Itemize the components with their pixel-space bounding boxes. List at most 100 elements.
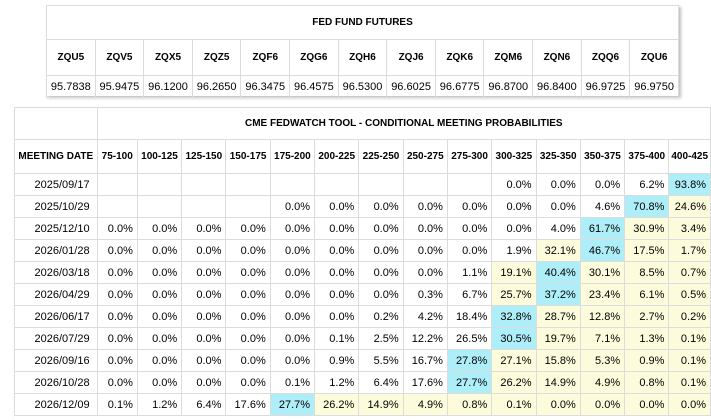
probability-cell: 26.2% bbox=[314, 393, 360, 416]
probability-cell: 1.3% bbox=[624, 327, 670, 350]
probability-cell: 0.0% bbox=[269, 195, 316, 218]
probability-cell: 0.0% bbox=[181, 283, 227, 306]
fedwatch-probabilities-table: CME FEDWATCH TOOL - CONDITIONAL MEETING … bbox=[14, 107, 711, 416]
probability-cell: 25.7% bbox=[491, 283, 537, 306]
probability-cell: 27.7% bbox=[446, 371, 493, 394]
probability-cell: 0.0% bbox=[269, 349, 316, 372]
probability-cell: 40.4% bbox=[535, 261, 581, 284]
probability-cell: 0.0% bbox=[579, 173, 626, 196]
futures-price-row: 95.7838 95.9475 96.1200 96.2650 96.3475 96.45… bbox=[46, 75, 679, 98]
probability-cell: 8.5% bbox=[624, 261, 670, 284]
probability-cell: 4.2% bbox=[402, 305, 448, 328]
range-header-325-350: 325-350 bbox=[535, 139, 581, 174]
probability-cell: 0.0% bbox=[96, 349, 138, 372]
probability-cell bbox=[225, 173, 271, 196]
probability-cell: 70.8% bbox=[624, 195, 670, 218]
probability-cell: 0.0% bbox=[446, 217, 493, 240]
probability-cell: 0.0% bbox=[136, 371, 183, 394]
probability-cell: 0.7% bbox=[668, 261, 711, 284]
probability-cell: 0.0% bbox=[181, 261, 227, 284]
probability-cell: 0.0% bbox=[358, 261, 404, 284]
probability-cell: 0.0% bbox=[96, 217, 138, 240]
fed-fund-futures-panel: FED FUND FUTURES ZQU5 ZQV5 ZQX5 ZQZ5 ZQF6 ZQG… bbox=[46, 5, 679, 98]
meeting-date-cell: 2026/09/16 bbox=[14, 349, 98, 372]
probability-cell: 1.2% bbox=[136, 393, 183, 416]
rate-range-header-row: MEETING DATE 75-100 100-125 125-150 150-175… bbox=[14, 139, 711, 174]
table-row: 2025/09/17 0.0% 0.0% 0.0% 6.2% 93.8% bbox=[14, 173, 711, 196]
futures-price-zqj6: 96.6025 bbox=[386, 75, 436, 98]
futures-code-zqq6: ZQQ6 bbox=[580, 39, 631, 76]
probability-cell: 0.0% bbox=[446, 195, 493, 218]
probability-cell bbox=[96, 173, 138, 196]
range-header-300-325: 300-325 bbox=[491, 139, 537, 174]
range-header-125-150: 125-150 bbox=[181, 139, 227, 174]
probability-cell: 12.2% bbox=[402, 327, 448, 350]
probability-cell: 24.6% bbox=[668, 195, 711, 218]
probability-cell: 1.2% bbox=[314, 371, 360, 394]
corner-cell bbox=[14, 107, 98, 140]
meeting-date-cell: 2025/10/29 bbox=[14, 195, 98, 218]
table-row: 2026/04/29 0.0% 0.0% 0.0% 0.0% 0.0% 0.0% 0.0% 0.… bbox=[14, 283, 711, 306]
probability-cell: 30.9% bbox=[624, 217, 670, 240]
probability-cell: 1.7% bbox=[668, 239, 711, 262]
range-header-225-250: 225-250 bbox=[358, 139, 404, 174]
futures-price-zqk6: 96.6775 bbox=[434, 75, 485, 98]
meeting-date-cell: 2026/10/28 bbox=[14, 371, 98, 394]
probability-cell: 61.7% bbox=[579, 217, 626, 240]
probability-cell: 0.9% bbox=[314, 349, 360, 372]
table-row: 2026/03/18 0.0% 0.0% 0.0% 0.0% 0.0% 0.0% 0.0% 0.… bbox=[14, 261, 711, 284]
probability-cell: 14.9% bbox=[358, 393, 404, 416]
table-row: 2026/06/17 0.0% 0.0% 0.0% 0.0% 0.0% 0.0% 0.2% 4.… bbox=[14, 305, 711, 328]
probability-cell: 0.0% bbox=[181, 217, 227, 240]
range-header-200-225: 200-225 bbox=[314, 139, 360, 174]
futures-code-zqx5: ZQX5 bbox=[143, 39, 193, 76]
table-row: 2026/01/28 0.0% 0.0% 0.0% 0.0% 0.0% 0.0% 0.0% 0.… bbox=[14, 239, 711, 262]
probability-cell: 0.0% bbox=[181, 327, 227, 350]
probability-cell: 27.8% bbox=[446, 349, 493, 372]
futures-price-zqx5: 96.1200 bbox=[143, 75, 193, 98]
probability-cell: 14.9% bbox=[535, 371, 581, 394]
probability-cell: 17.6% bbox=[402, 371, 448, 394]
futures-code-zqm6: ZQM6 bbox=[483, 39, 534, 76]
meeting-date-cell: 2025/09/17 bbox=[14, 173, 98, 196]
probability-cell: 0.0% bbox=[136, 261, 183, 284]
meeting-date-cell: 2026/03/18 bbox=[14, 261, 98, 284]
probability-cell: 0.0% bbox=[491, 217, 537, 240]
probability-cell: 0.0% bbox=[491, 195, 537, 218]
futures-price-zqv5: 95.9475 bbox=[94, 75, 145, 98]
probability-cell: 32.1% bbox=[535, 239, 581, 262]
futures-price-zqq6: 96.9725 bbox=[580, 75, 631, 98]
probability-cell: 30.5% bbox=[491, 327, 537, 350]
range-header-100-125: 100-125 bbox=[136, 139, 183, 174]
probability-cell: 0.0% bbox=[314, 217, 360, 240]
probability-cell: 0.0% bbox=[136, 327, 183, 350]
probability-cell: 0.1% bbox=[668, 327, 711, 350]
probability-cell: 2.5% bbox=[358, 327, 404, 350]
probability-cell: 0.0% bbox=[358, 217, 404, 240]
probability-cell bbox=[314, 173, 360, 196]
probability-cell: 0.2% bbox=[668, 305, 711, 328]
range-header-400-425: 400-425 bbox=[668, 139, 711, 174]
probability-cell: 0.0% bbox=[446, 239, 493, 262]
futures-price-zqf6: 96.3475 bbox=[240, 75, 291, 98]
probability-cell: 0.1% bbox=[668, 371, 711, 394]
range-header-75-100: 75-100 bbox=[96, 139, 138, 174]
probability-cell: 0.0% bbox=[269, 217, 316, 240]
futures-price-zqu5: 95.7838 bbox=[46, 75, 96, 98]
probability-cell: 1.1% bbox=[446, 261, 493, 284]
futures-code-zqz5: ZQZ5 bbox=[191, 39, 242, 76]
probability-cell: 17.5% bbox=[624, 239, 670, 262]
futures-code-zqj6: ZQJ6 bbox=[386, 39, 436, 76]
table-row: 2025/10/29 0.0% 0.0% 0.0% 0.0% 0.0% 0.0% 0.0% 4.… bbox=[14, 195, 711, 218]
probability-cell: 0.0% bbox=[96, 327, 138, 350]
probability-cell: 2.7% bbox=[624, 305, 670, 328]
probability-cell: 0.1% bbox=[269, 371, 316, 394]
probability-cell: 0.5% bbox=[668, 283, 711, 306]
probability-cell: 0.1% bbox=[314, 327, 360, 350]
probability-cell: 0.0% bbox=[314, 283, 360, 306]
probability-cell: 0.0% bbox=[402, 217, 448, 240]
probability-cell: 0.0% bbox=[181, 371, 227, 394]
probability-cell: 0.0% bbox=[269, 261, 316, 284]
probability-cell bbox=[269, 173, 316, 196]
range-header-350-375: 350-375 bbox=[579, 139, 626, 174]
